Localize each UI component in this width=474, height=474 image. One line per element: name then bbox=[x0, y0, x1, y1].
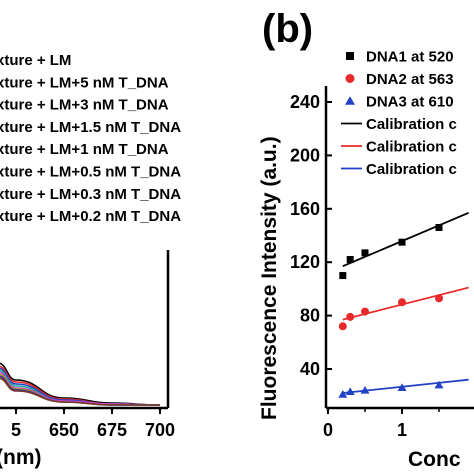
panel-b-y-ticks: 40 80 120 160 200 240 bbox=[290, 92, 332, 379]
panel-b-x-tick-label: 0 bbox=[323, 420, 333, 440]
panel-b-data-point bbox=[398, 238, 406, 246]
panel-b-x-tick-label: 1 bbox=[397, 420, 407, 440]
panel-a-legend-entry: xture + LM+5 nM T_DNA bbox=[0, 74, 169, 91]
panel-b: (b) Fluorescence Intensity (a.u.) 408012… bbox=[258, 7, 474, 471]
panel-b-data-point bbox=[361, 307, 369, 316]
panel-b-y-axis-title: Fluorescence Intensity (a.u.) bbox=[258, 136, 281, 420]
panel-b-legend-label: DNA2 at 563 bbox=[366, 71, 454, 88]
panel-b-x-axis-title: Conc bbox=[408, 448, 461, 471]
panel-b-legend-marker bbox=[346, 52, 354, 60]
panel-a-legend-entry: xture + LM+0.5 nM T_DNA bbox=[0, 164, 181, 181]
panel-b-legend-marker bbox=[345, 74, 355, 83]
panel-b-legend-label: DNA3 at 610 bbox=[366, 94, 454, 111]
panel-b-y-tick-label: 240 bbox=[290, 92, 320, 112]
panel-b-data-point bbox=[346, 256, 354, 264]
panel-a-curves bbox=[0, 362, 161, 406]
panel-a-legend-entry: xture + LM+1 nM T_DNA bbox=[0, 141, 169, 158]
panel-b-data-point bbox=[361, 249, 369, 257]
panel-b-data-point bbox=[338, 322, 347, 331]
panel-a-legend-entry: xture + LM+0.3 nM T_DNA bbox=[0, 186, 181, 203]
panel-b-y-tick-label: 160 bbox=[290, 199, 320, 219]
panel-a-x-ticks: 5 650 675 700 bbox=[11, 408, 175, 440]
panel-a-x-axis-title: (nm) bbox=[0, 446, 42, 469]
panel-b-data-point bbox=[398, 298, 406, 307]
panel-b-legend-label: Calibration c bbox=[366, 139, 457, 156]
panel-a-x-tick-label: 650 bbox=[49, 420, 79, 440]
panel-b-y-tick-label: 80 bbox=[300, 306, 320, 326]
panel-b-legend: DNA1 at 520 DNA2 at 563 DNA3 at 610 Calibra… bbox=[341, 49, 457, 178]
panel-b-legend-marker bbox=[345, 96, 355, 105]
panel-b-data-point bbox=[397, 383, 407, 392]
panel-b-data-point bbox=[360, 386, 370, 394]
panel-b-data-point bbox=[338, 390, 348, 398]
panel-a-spectrum-curve bbox=[0, 362, 161, 406]
panel-b-calibration-line bbox=[342, 378, 469, 394]
panel-b-data-point bbox=[434, 380, 444, 389]
panel-b-legend-label: Calibration c bbox=[366, 161, 457, 178]
panel-b-tag: (b) bbox=[262, 7, 313, 51]
panel-b-data-point bbox=[435, 294, 443, 303]
panel-b-legend-label: DNA1 at 520 bbox=[366, 49, 454, 66]
panel-b-y-tick-label: 200 bbox=[290, 145, 320, 165]
panel-a-legend-entry: xture + LM+3 nM T_DNA bbox=[0, 97, 169, 114]
panel-b-calibration-line bbox=[342, 211, 469, 268]
panel-a-legend-entry: xture + LM+0.2 nM T_DNA bbox=[0, 208, 181, 225]
panel-a-legend-entry: xture + LM bbox=[0, 52, 71, 69]
panel-a-spectrum-curve bbox=[0, 377, 160, 406]
panel-b-y-tick-label: 40 bbox=[300, 359, 320, 379]
panel-b-data-point bbox=[435, 223, 443, 231]
panel-a-x-tick-label: 675 bbox=[97, 420, 127, 440]
panel-b-data-point bbox=[345, 387, 355, 396]
panel-b-legend-label: Calibration c bbox=[366, 116, 457, 133]
panel-a-x-tick-label: 5 bbox=[11, 420, 21, 440]
panel-a-x-tick-label: 700 bbox=[145, 420, 175, 440]
panel-a-legend-entry: xture + LM+1.5 nM T_DNA bbox=[0, 119, 181, 136]
panel-b-data-point bbox=[346, 312, 355, 321]
panel-b-data-point bbox=[339, 272, 347, 280]
panel-b-data-points bbox=[338, 223, 444, 398]
panel-b-y-tick-label: 120 bbox=[290, 252, 320, 272]
